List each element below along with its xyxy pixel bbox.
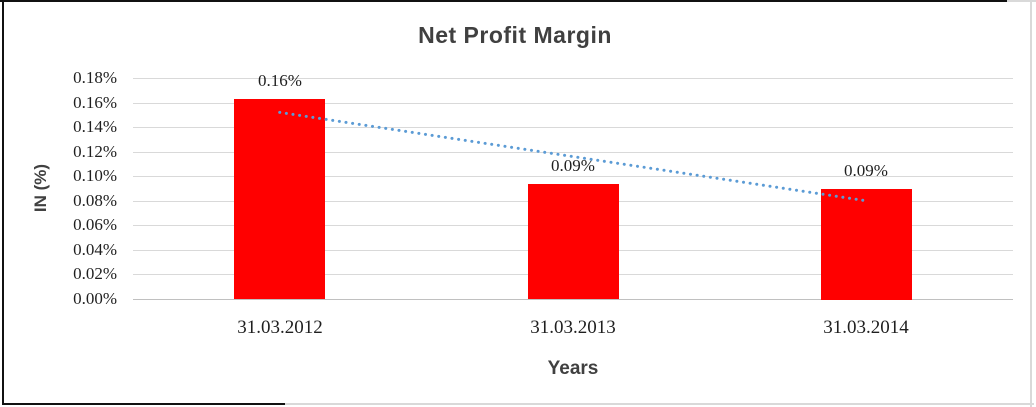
bar-data-label: 0.09% — [551, 156, 595, 175]
gridline — [133, 103, 1013, 104]
y-tick-label: 0.12% — [73, 142, 117, 161]
y-axis-title: IN (%) — [31, 163, 50, 213]
y-tick-label: 0.04% — [73, 240, 117, 259]
y-tick-label: 0.08% — [73, 191, 117, 210]
x-axis-title: Years — [547, 358, 599, 379]
x-category-label: 31.03.2014 — [823, 317, 909, 338]
chart-title: Net Profit Margin — [418, 22, 612, 48]
bar-data-label: 0.16% — [258, 71, 302, 90]
canvas-border-right — [1030, 0, 1032, 407]
bar-31.03.2014 — [821, 189, 912, 300]
canvas-border-top-right — [1007, 0, 1036, 2]
y-tick-label: 0.18% — [73, 68, 117, 87]
y-tick-label: 0.16% — [73, 93, 117, 112]
bar-31.03.2013 — [528, 184, 619, 299]
y-tick-label: 0.10% — [73, 166, 117, 185]
y-tick-label: 0.14% — [73, 117, 117, 136]
canvas-border-left — [2, 0, 4, 405]
canvas-border-bottom — [285, 403, 1034, 405]
x-category-label: 31.03.2012 — [237, 317, 323, 338]
y-tick-label: 0.02% — [73, 264, 117, 283]
bar-31.03.2012 — [234, 99, 325, 299]
y-tick-label: 0.00% — [73, 289, 117, 308]
gridline — [133, 78, 1013, 79]
y-tick-label: 0.06% — [73, 215, 117, 234]
canvas-border-top — [0, 0, 1007, 2]
x-axis-line — [133, 299, 1013, 300]
bar-data-label: 0.09% — [844, 161, 888, 180]
x-category-label: 31.03.2013 — [530, 317, 616, 338]
canvas-border-bottom-left — [2, 403, 285, 405]
